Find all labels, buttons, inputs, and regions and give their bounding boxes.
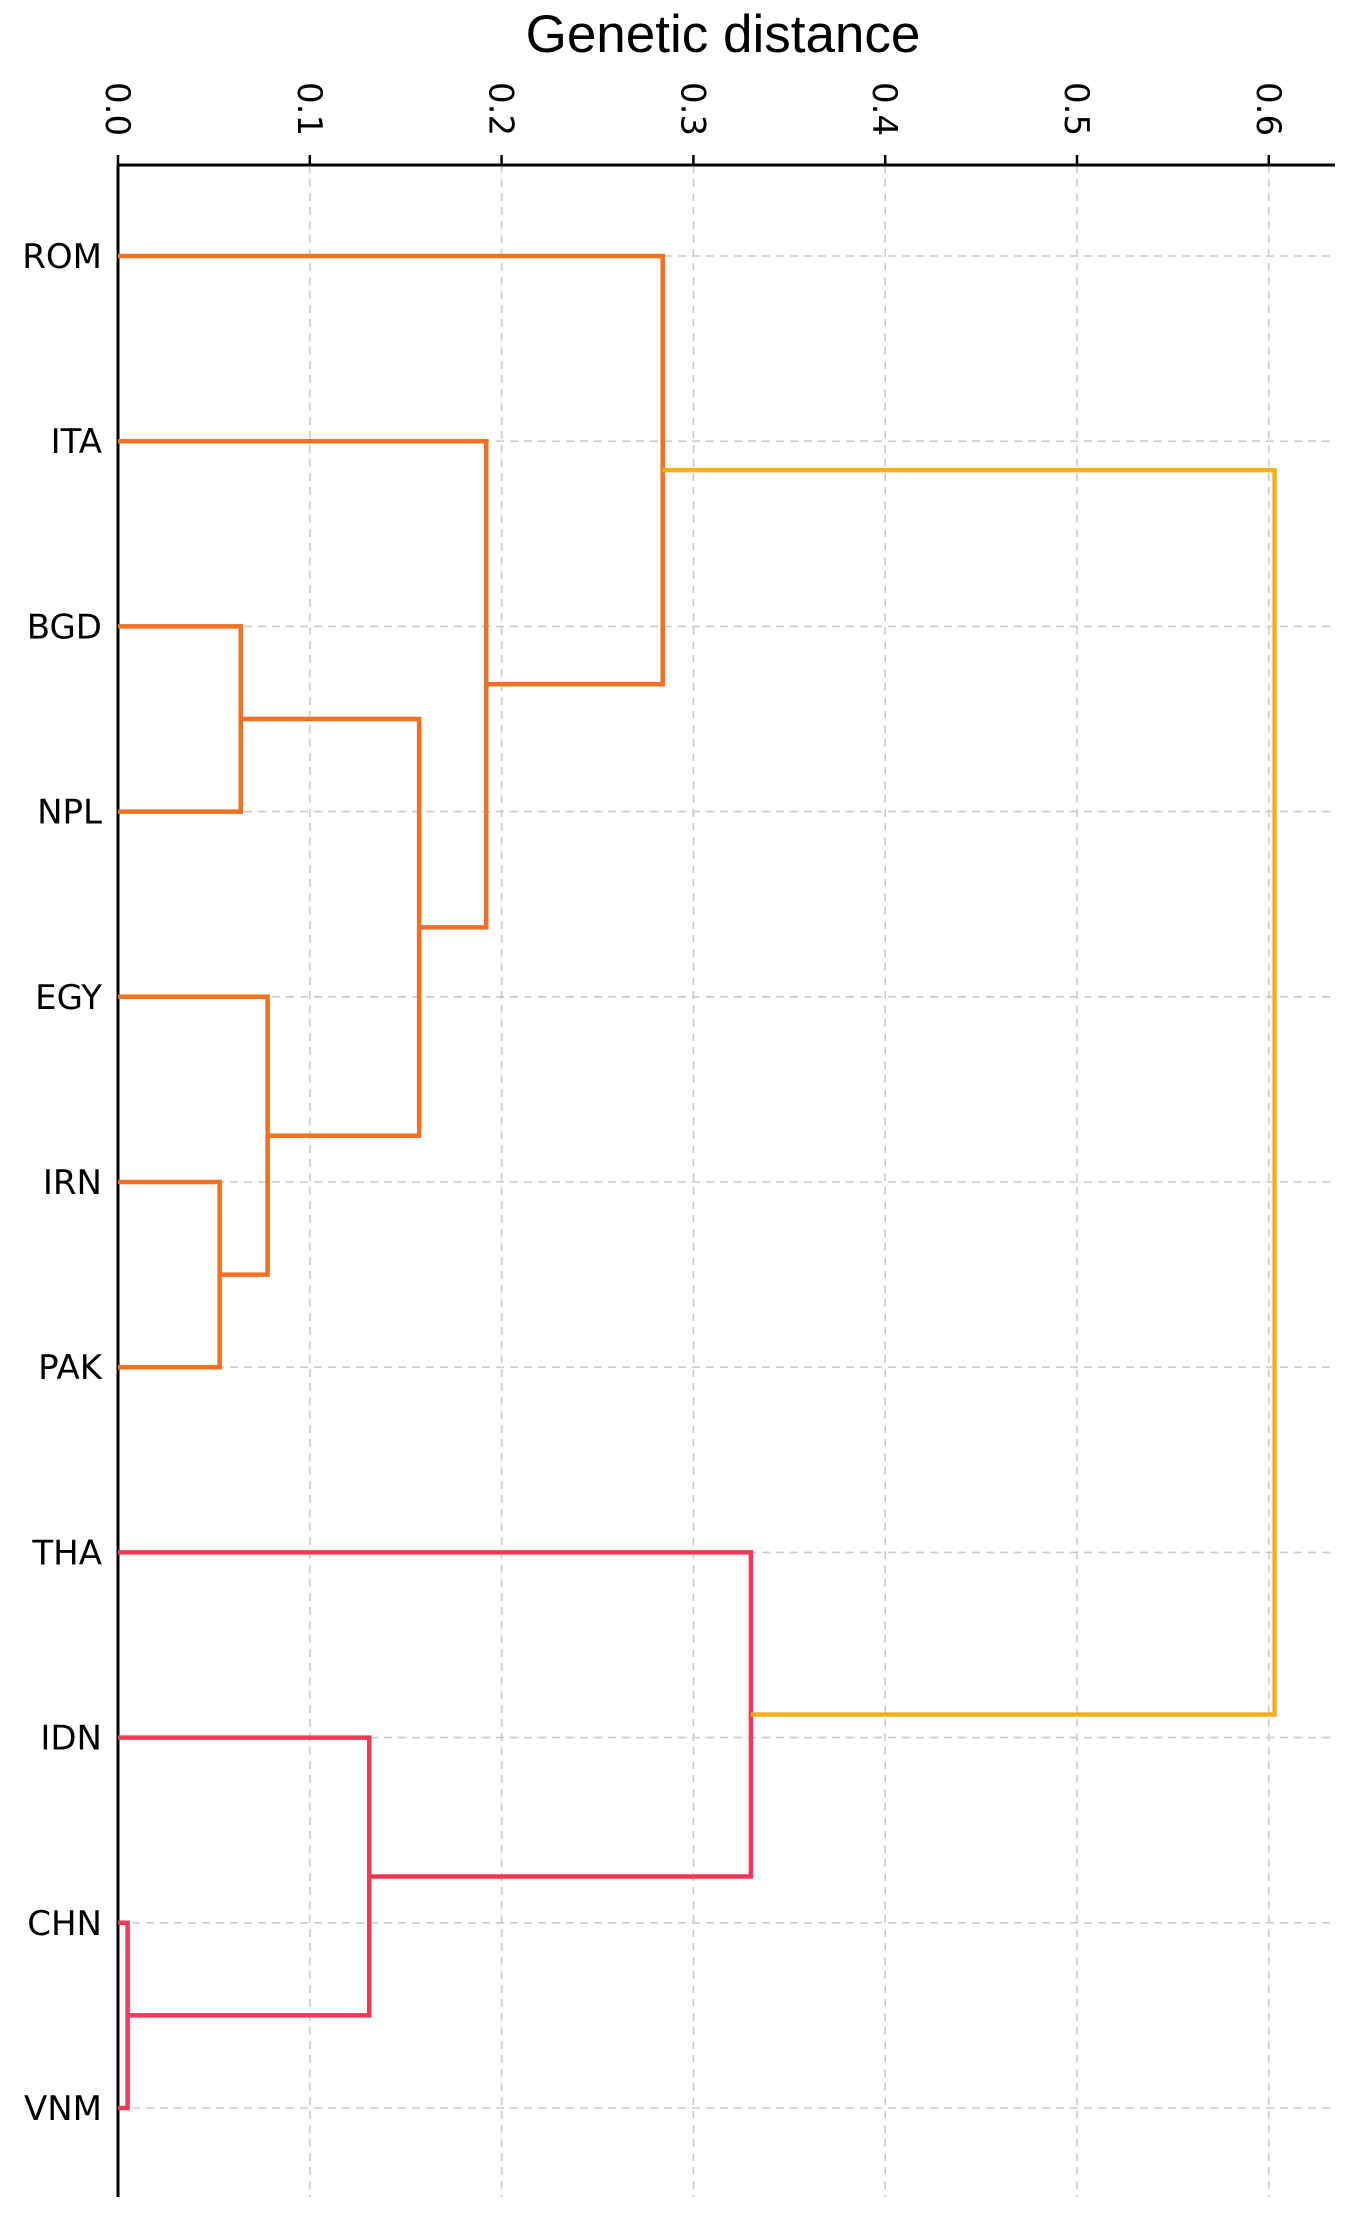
- leaf-label-chn: CHN: [27, 1904, 102, 1944]
- tick-label-2: 0.2: [481, 82, 521, 136]
- branch-m-root: [662, 467, 1277, 1717]
- leaf-label-rom: ROM: [22, 237, 102, 277]
- tick-labels: 0.0 0.1 0.2 0.3 0.4 0.5 0.6: [97, 82, 1288, 165]
- leaf-label-npl: NPL: [37, 793, 102, 833]
- leaf-label-tha: THA: [31, 1533, 102, 1573]
- leaf-label-ita: ITA: [51, 422, 102, 462]
- tick-label-6: 0.6: [1248, 82, 1288, 136]
- tick-label-4: 0.4: [864, 82, 904, 136]
- tick-label-5: 0.5: [1056, 82, 1096, 136]
- branch-layer: [118, 253, 1277, 2111]
- leaf-label-vnm: VNM: [24, 2089, 102, 2129]
- branch-m-ita: [118, 438, 489, 930]
- leaf-label-irn: IRN: [43, 1163, 102, 1203]
- leaf-label-egy: EGY: [35, 978, 102, 1018]
- branch-m-tha: [118, 1550, 754, 1879]
- branch-m-bgd-npl: [118, 624, 244, 814]
- chart-title: Genetic distance: [526, 5, 921, 64]
- branch-m-egy: [118, 994, 270, 1277]
- tick-label-1: 0.1: [289, 82, 329, 136]
- tick-label-0: 0.0: [97, 82, 137, 136]
- branch-m-rom: [118, 253, 665, 687]
- leaf-labels: ROM ITA BGD NPL EGY IRN PAK THA IDN CHN VNM: [22, 237, 103, 2129]
- leaf-label-pak: PAK: [38, 1348, 104, 1388]
- leaf-label-idn: IDN: [40, 1719, 102, 1759]
- tick-label-3: 0.3: [672, 82, 712, 136]
- branch-m-irn-pak: [118, 1179, 222, 1370]
- leaf-label-bgd: BGD: [27, 607, 102, 647]
- branch-m-idn: [118, 1735, 372, 2018]
